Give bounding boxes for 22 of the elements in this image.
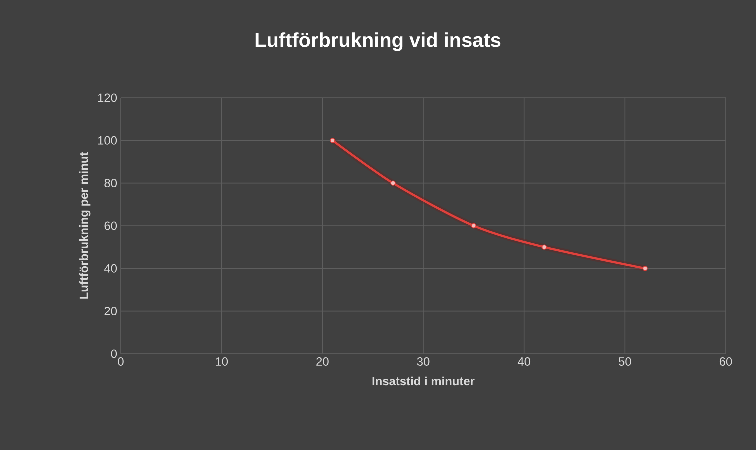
chart-title: Luftförbrukning vid insats (256, 32, 501, 52)
y-tick-label: 60 (104, 222, 118, 230)
point (330, 138, 336, 144)
y-axis-title: Luftförbrukning per minut (80, 152, 91, 299)
x-tick-label: 30 (417, 358, 430, 366)
y-tick-label: 20 (104, 307, 118, 316)
point (390, 180, 396, 186)
y-tick-label: 100 (98, 136, 118, 145)
point (471, 223, 477, 229)
x-tick-label: 10 (216, 358, 228, 366)
x-axis-title: Insatstid i minuter (372, 376, 475, 386)
y-tick-label: 120 (98, 94, 118, 102)
x-tick-label: 40 (518, 358, 531, 366)
x-tick-label: 50 (619, 358, 632, 366)
point (642, 266, 648, 272)
y-tick-label: 40 (104, 264, 118, 273)
point (542, 244, 548, 250)
y-tick-label: 80 (104, 179, 118, 188)
x-tick-label: 20 (316, 358, 329, 366)
y-tick-label: 0 (111, 350, 118, 358)
x-tick-label: 0 (118, 358, 124, 366)
x-tick-label: 60 (720, 358, 732, 366)
